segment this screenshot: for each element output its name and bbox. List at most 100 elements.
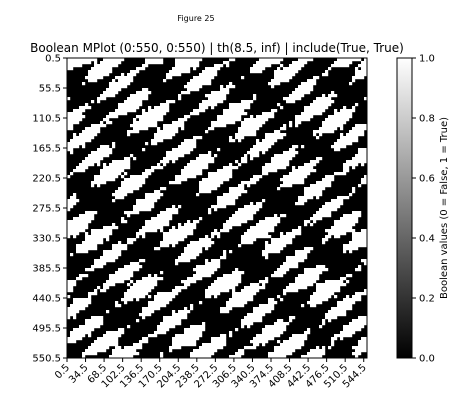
heatmap-cell-run <box>73 235 77 239</box>
heatmap-cell-run <box>67 220 92 224</box>
y-tick-label: 55.5 <box>39 84 61 95</box>
heatmap-cell-run <box>316 97 332 101</box>
heatmap-cell-run <box>127 238 137 242</box>
heatmap-cell-run <box>253 337 275 341</box>
heatmap-cell-run <box>298 58 314 62</box>
heatmap-cell-run <box>322 178 335 182</box>
heatmap-cell-run <box>289 283 314 287</box>
heatmap-cell-run <box>292 229 302 233</box>
heatmap-cell-run <box>310 295 332 299</box>
heatmap-cell-run <box>196 193 200 197</box>
heatmap-cell-run <box>208 211 212 215</box>
heatmap-cell-run <box>163 232 194 236</box>
figure-label: Figure 25 <box>177 14 214 23</box>
heatmap-cell-run <box>151 142 158 146</box>
heatmap-cell-run <box>133 157 137 161</box>
heatmap-cell-run <box>73 136 95 140</box>
heatmap-cell-run <box>328 67 332 71</box>
heatmap-cell-run <box>262 343 266 347</box>
heatmap-cell-run <box>229 298 254 302</box>
heatmap-cell-run <box>169 181 182 185</box>
heatmap-cell-run <box>223 250 227 254</box>
heatmap-cell-run <box>100 94 116 98</box>
heatmap-cell-run <box>208 286 236 290</box>
heatmap-cell-run <box>235 136 245 140</box>
y-tick-label: 550.5 <box>32 354 61 365</box>
heatmap-cell-run <box>268 352 293 356</box>
heatmap-cell-run <box>304 223 308 227</box>
heatmap-cell-run <box>178 205 182 209</box>
y-tick-label: 385.5 <box>32 264 61 275</box>
heatmap-cell-run <box>322 121 347 125</box>
heatmap-cell-run <box>67 97 71 101</box>
heatmap-cell-run <box>334 334 353 338</box>
heatmap-cell-run <box>274 73 296 77</box>
heatmap-cell-run <box>148 109 170 113</box>
heatmap-cell-run <box>361 67 368 71</box>
heatmap-cell-run <box>166 154 185 158</box>
heatmap-cell-run <box>304 220 311 224</box>
heatmap-cell-run <box>163 127 179 131</box>
heatmap-cell-run <box>130 280 134 284</box>
heatmap-cell-run <box>241 181 257 185</box>
heatmap-cell-run <box>94 175 119 179</box>
heatmap-cell-run <box>67 115 86 119</box>
heatmap-cell-run <box>70 172 74 176</box>
heatmap-cell-run <box>148 274 152 278</box>
heatmap-cell-run <box>247 313 266 317</box>
heatmap-cell-run <box>94 259 116 263</box>
heatmap-cell-run <box>241 160 248 164</box>
heatmap-cell-run <box>103 91 119 95</box>
heatmap-cell-run <box>337 139 359 143</box>
heatmap-cell-run <box>181 169 203 173</box>
heatmap-cell-run <box>274 130 281 134</box>
heatmap-cell-run <box>154 136 173 140</box>
heatmap-cell-run <box>112 247 128 251</box>
heatmap-cell-run <box>277 295 281 299</box>
heatmap-cell-run <box>202 70 218 74</box>
heatmap-cell-run <box>67 148 74 152</box>
heatmap-cell-run <box>352 127 368 131</box>
heatmap-cell-run <box>229 334 233 338</box>
heatmap-cell-run <box>148 304 167 308</box>
heatmap-cell-run <box>316 289 341 293</box>
heatmap-cell-run <box>352 187 356 191</box>
heatmap-cell-run <box>67 175 71 179</box>
heatmap-cell-run <box>184 85 203 89</box>
heatmap-cell-run <box>241 235 272 239</box>
heatmap-cell-run <box>106 310 110 314</box>
heatmap-cell-run <box>85 211 98 215</box>
heatmap-cell-run <box>307 352 326 356</box>
heatmap-cell-run <box>190 355 212 359</box>
heatmap-cell-run <box>142 172 152 176</box>
heatmap-cell-run <box>364 289 368 293</box>
heatmap-cell-run <box>271 109 278 113</box>
heatmap-cell-run <box>208 175 233 179</box>
heatmap-cell-run <box>316 196 320 200</box>
heatmap-cell-run <box>334 148 341 152</box>
heatmap-cell-run <box>292 169 317 173</box>
heatmap-cell-run <box>124 292 149 296</box>
heatmap-cell-run <box>244 154 248 158</box>
heatmap-cell-run <box>109 112 128 116</box>
heatmap-cell-run <box>250 283 260 287</box>
heatmap-cell-run <box>229 355 242 359</box>
heatmap-cell-run <box>184 139 197 143</box>
heatmap-cell-run <box>103 163 107 167</box>
heatmap-cell-run <box>283 262 299 266</box>
heatmap-cell-run <box>175 334 203 338</box>
heatmap-cell-run <box>157 292 179 296</box>
heatmap-cell-run <box>118 328 125 332</box>
heatmap-cell-run <box>184 307 188 311</box>
heatmap-cell-run <box>358 64 368 68</box>
heatmap-cell-run <box>157 214 173 218</box>
heatmap-cell-run <box>148 334 158 338</box>
heatmap-cell-run <box>343 214 362 218</box>
heatmap-cell-run <box>256 142 275 146</box>
heatmap-cell-run <box>298 196 314 200</box>
y-tick-label: 165.5 <box>32 144 61 155</box>
heatmap-cell-run <box>313 214 332 218</box>
heatmap-cell-run <box>346 133 365 137</box>
heatmap-cell-run <box>67 64 83 68</box>
heatmap-cell-run <box>127 97 149 101</box>
